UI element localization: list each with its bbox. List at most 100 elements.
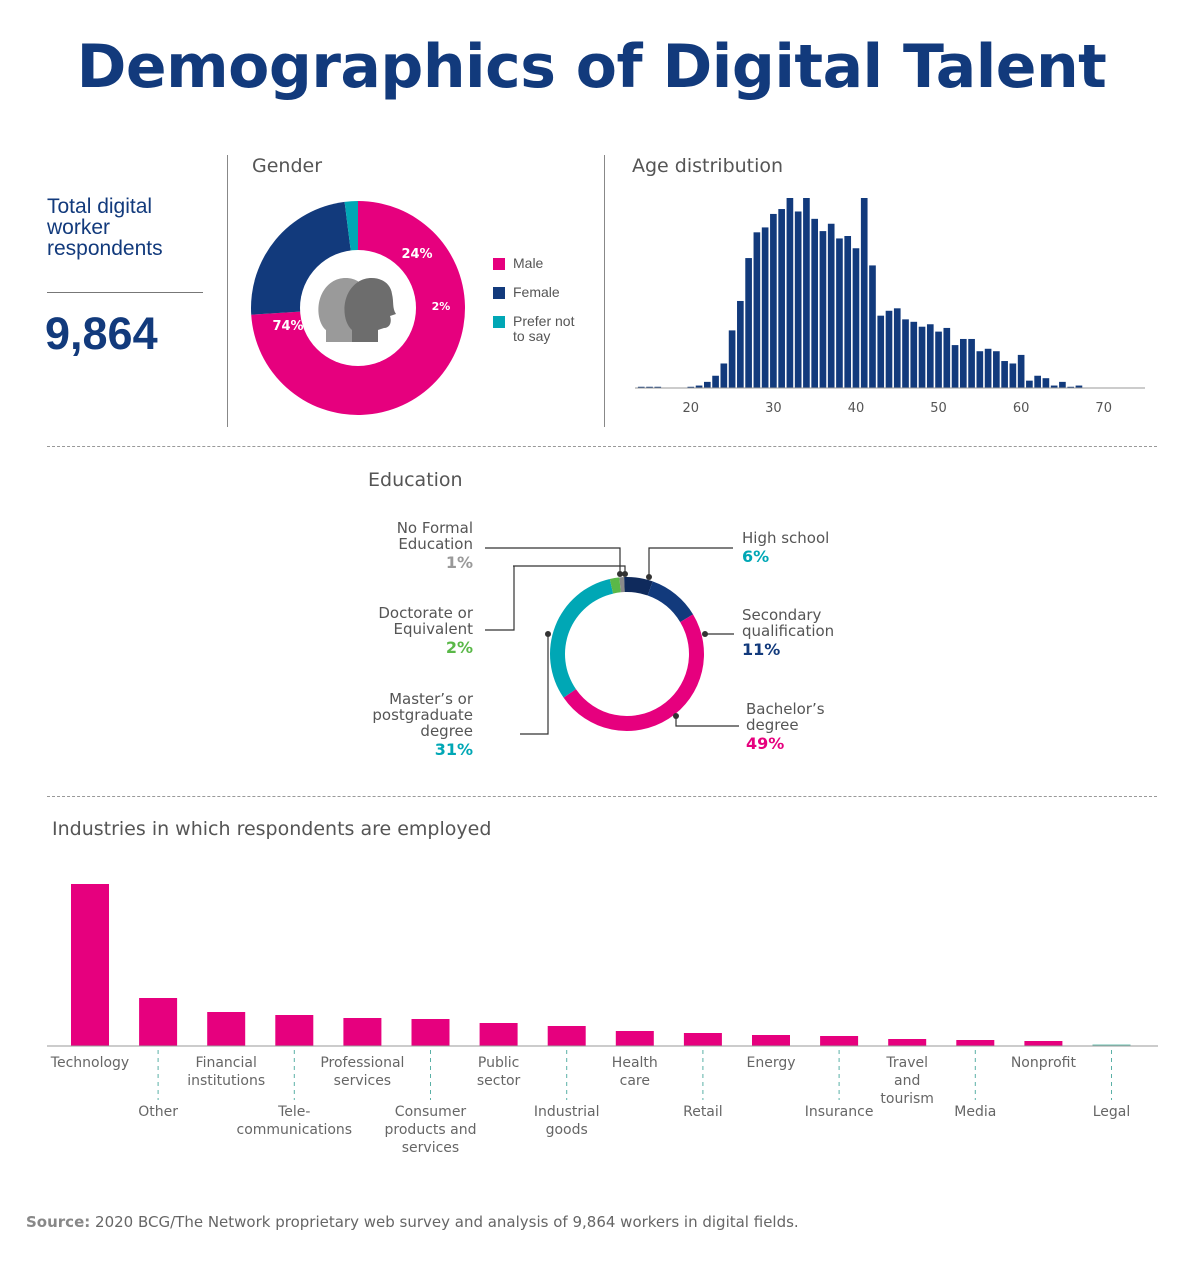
education-label-pct: 31% (434, 740, 473, 759)
industry-bar-insurance (820, 1036, 859, 1046)
education-chart-title: Education (368, 469, 463, 491)
education-label-pct: 11% (742, 640, 781, 659)
age-bar-58 (1001, 361, 1008, 388)
age-bar-67 (1075, 385, 1083, 388)
age-bar-36 (819, 231, 827, 388)
age-bar-66 (1067, 386, 1075, 388)
industry-label-public-sector: Public sector (476, 1055, 521, 1089)
industry-label-financial-institutions: Financial institutions (187, 1055, 266, 1089)
leader-dot (702, 631, 708, 637)
slice-master-s-or-postgraduate-degree (550, 578, 614, 698)
industry-bar-industrial-goods (547, 1026, 586, 1046)
age-bar-38 (836, 238, 843, 388)
age-bar-48 (918, 326, 926, 388)
age-bar-62 (1034, 375, 1041, 388)
age-bar-32 (786, 198, 794, 388)
slice-label-prefer-not-to-say: 2% (432, 300, 451, 313)
industry-bar-chart (47, 884, 1158, 1100)
age-bar-44 (885, 310, 893, 388)
industry-label-travel-and-tourism: Travel and tourism (880, 1055, 934, 1107)
industry-bar-legal (1092, 1044, 1131, 1046)
age-bar-16 (654, 386, 662, 388)
age-bar-24 (720, 363, 728, 388)
divider (227, 155, 228, 427)
industry-bar-public-sector (479, 1023, 518, 1046)
education-label-no-formal-education: No Formal Education 1% (397, 520, 473, 571)
age-bar-33 (794, 211, 802, 388)
slice-label-female: 24% (401, 247, 432, 262)
industry-label-retail: Retail (683, 1104, 723, 1120)
divider (47, 292, 203, 293)
education-label-pct: 2% (445, 638, 473, 657)
leader-dot (617, 571, 623, 577)
age-tick-70: 70 (1095, 401, 1112, 416)
leader-dot (646, 574, 652, 580)
age-bar-14 (637, 386, 645, 388)
age-chart-title: Age distribution (632, 155, 784, 177)
education-label-name: Bachelor’s degree (746, 700, 825, 734)
age-bar-49 (926, 324, 934, 388)
industry-bar-travel-and-tourism (888, 1039, 927, 1046)
industry-bar-professional-services (343, 1018, 382, 1046)
industry-label-tele-communications: Tele-communications (236, 1104, 353, 1138)
source-note: Source: 2020 BCG/The Network proprietary… (26, 1213, 799, 1231)
legend-swatch (493, 287, 505, 299)
age-bar-59 (1009, 363, 1017, 388)
age-bar-41 (860, 198, 868, 388)
age-bar-50 (935, 331, 942, 388)
age-bar-37 (827, 223, 835, 388)
education-label-pct: 6% (742, 547, 770, 566)
age-bar-47 (910, 321, 918, 388)
gender-chart-title: Gender (252, 155, 323, 177)
education-label-bachelor-s-degree: Bachelor’s degree 49% (746, 701, 825, 752)
slice-no-formal-education (619, 577, 625, 593)
education-label-secondary-qualification: Secondary qualification 11% (742, 607, 834, 658)
total-respondents-label: Total digital worker respondents (47, 195, 163, 260)
industry-bar-other (139, 998, 178, 1046)
age-bar-15 (646, 386, 653, 388)
age-tick-20: 20 (683, 401, 700, 416)
age-bar-26 (737, 300, 744, 388)
slice-label-male: 74% (272, 319, 303, 334)
section-separator (47, 796, 1157, 797)
age-bar-60 (1017, 354, 1025, 388)
leader-dot (673, 713, 679, 719)
age-bar-34 (803, 198, 810, 388)
section-separator (47, 446, 1157, 447)
industry-bar-energy (752, 1035, 790, 1046)
industry-label-professional-services: Professional services (320, 1055, 405, 1089)
education-label-pct: 1% (445, 553, 473, 572)
age-tick-30: 30 (765, 401, 782, 416)
industry-label-technology: Technology (50, 1055, 130, 1071)
education-label-name: Doctorate or Equivalent (378, 604, 473, 638)
age-bar-45 (893, 308, 901, 388)
leader-line (520, 634, 549, 735)
age-histogram: 20 30 40 50 60 70 (635, 198, 1145, 416)
age-bar-22 (703, 381, 711, 388)
age-bar-21 (695, 385, 703, 388)
slice-secondary-qualification (647, 581, 694, 623)
education-label-name: No Formal Education (396, 519, 473, 553)
industry-label-other: Other (138, 1104, 178, 1120)
industry-bar-health-care (615, 1031, 654, 1046)
age-tick-60: 60 (1013, 401, 1030, 416)
industry-label-energy: Energy (746, 1055, 796, 1071)
leader-line (675, 717, 739, 727)
industry-label-nonprofit: Nonprofit (1010, 1055, 1076, 1071)
education-label-master-s-or-postgraduate-degree: Master’s or postgraduate degree 31% (372, 691, 473, 758)
education-label-pct: 49% (746, 734, 785, 753)
age-bar-43 (877, 315, 885, 388)
age-bar-23 (712, 375, 719, 388)
page-title: Demographics of Digital Talent (76, 32, 1107, 102)
age-bar-30 (770, 213, 777, 388)
leader-dot (545, 631, 551, 637)
age-bar-56 (984, 348, 992, 388)
divider (604, 155, 605, 427)
age-bar-20 (687, 386, 695, 388)
leader-line (648, 547, 733, 576)
industry-label-insurance: Insurance (804, 1104, 874, 1120)
slice-high-school (624, 577, 653, 596)
legend-swatch (493, 258, 505, 270)
age-bar-52 (951, 345, 959, 388)
total-respondents-value: 9,864 (45, 308, 158, 359)
